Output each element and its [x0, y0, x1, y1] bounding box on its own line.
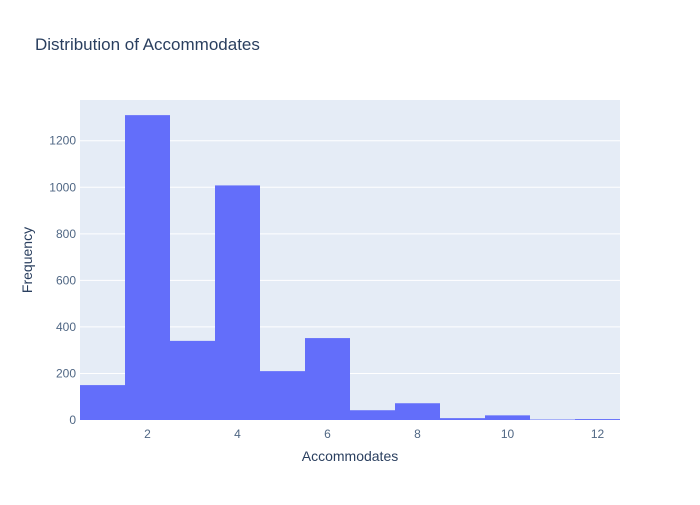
y-tick-label: 600 — [56, 273, 76, 287]
x-axis-title: Accommodates — [302, 448, 398, 464]
y-tick-label: 200 — [56, 366, 76, 380]
histogram-bar — [350, 410, 395, 420]
y-tick-label: 400 — [56, 320, 76, 334]
y-tick-label: 1200 — [49, 134, 76, 148]
histogram-bar — [575, 419, 620, 420]
histogram-bar — [305, 338, 350, 420]
histogram-bar — [80, 385, 125, 420]
y-tick-label: 800 — [56, 227, 76, 241]
x-tick-label: 8 — [414, 427, 421, 441]
y-tick-label: 1000 — [49, 180, 76, 194]
x-tick-label: 4 — [234, 427, 241, 441]
x-tick-label: 12 — [591, 427, 605, 441]
histogram-bar — [440, 418, 485, 420]
y-axis-title: Frequency — [19, 227, 35, 293]
histogram-bar — [260, 371, 305, 420]
x-tick-label: 10 — [501, 427, 515, 441]
histogram-bar — [485, 415, 530, 420]
x-tick-label: 6 — [324, 427, 331, 441]
histogram-bar — [125, 115, 170, 420]
histogram-bar — [170, 341, 215, 420]
chart-title: Distribution of Accommodates — [35, 35, 260, 54]
histogram-bar — [395, 403, 440, 420]
x-tick-label: 2 — [144, 427, 151, 441]
histogram-bar — [215, 185, 260, 420]
y-tick-label: 0 — [69, 413, 76, 427]
